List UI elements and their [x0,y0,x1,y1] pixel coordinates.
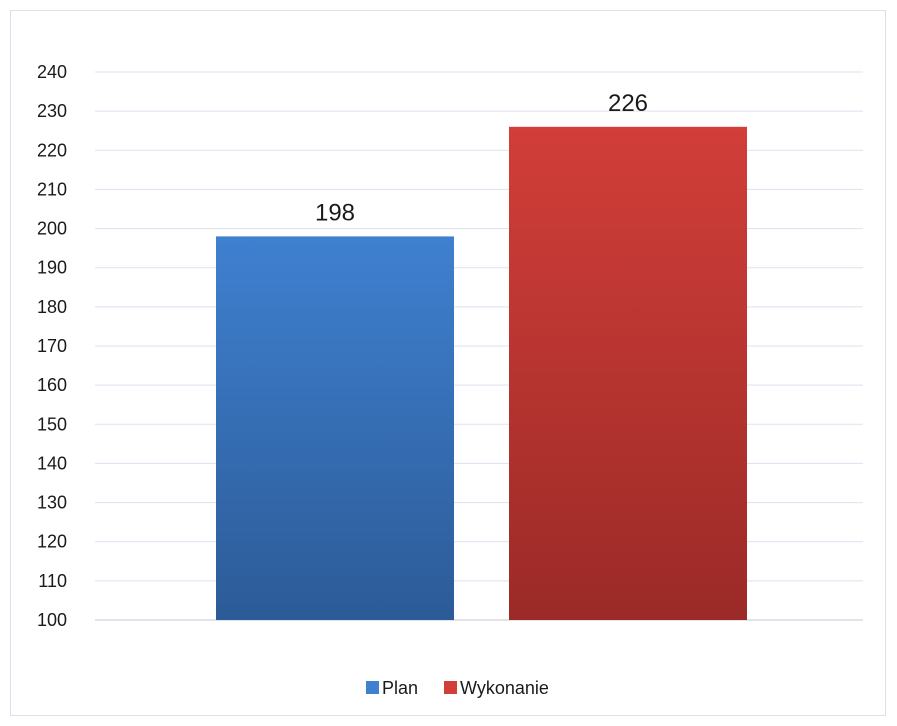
y-tick-label: 140 [37,453,67,473]
legend-label-wykonanie: Wykonanie [460,678,549,698]
y-tick-label: 180 [37,297,67,317]
legend: Plan Wykonanie [366,678,549,698]
y-tick-label: 110 [38,571,67,591]
y-tick-label: 160 [37,375,67,395]
bar-chart: 100 110 120 130 140 150 160 170 180 190 200 210 220 2… [37,62,863,698]
y-tick-label: 240 [37,62,67,82]
legend-swatch-wykonanie [444,681,457,694]
chart-frame: 100 110 120 130 140 150 160 170 180 190 200 210 220 2… [10,10,886,716]
gridlines [95,71,863,621]
data-label-plan: 198 [315,199,355,226]
y-tick-label: 220 [37,140,67,160]
data-label-wykonanie: 226 [608,90,648,117]
y-axis-ticks: 100 110 120 130 140 150 160 170 180 190 200 210 220 2… [37,62,67,630]
y-tick-label: 100 [37,610,67,630]
y-tick-label: 210 [37,179,67,199]
bars [216,126,747,621]
bar-wykonanie [509,126,747,621]
y-tick-label: 190 [37,258,67,278]
y-tick-label: 150 [37,414,67,434]
y-tick-label: 130 [37,493,67,513]
bar-plan [216,236,454,620]
y-tick-label: 170 [37,336,67,356]
y-tick-label: 230 [37,101,67,121]
y-tick-label: 200 [37,219,67,239]
legend-swatch-plan [366,681,379,694]
data-labels: 198 226 [315,90,648,227]
legend-label-plan: Plan [382,678,418,698]
y-tick-label: 120 [37,532,67,552]
